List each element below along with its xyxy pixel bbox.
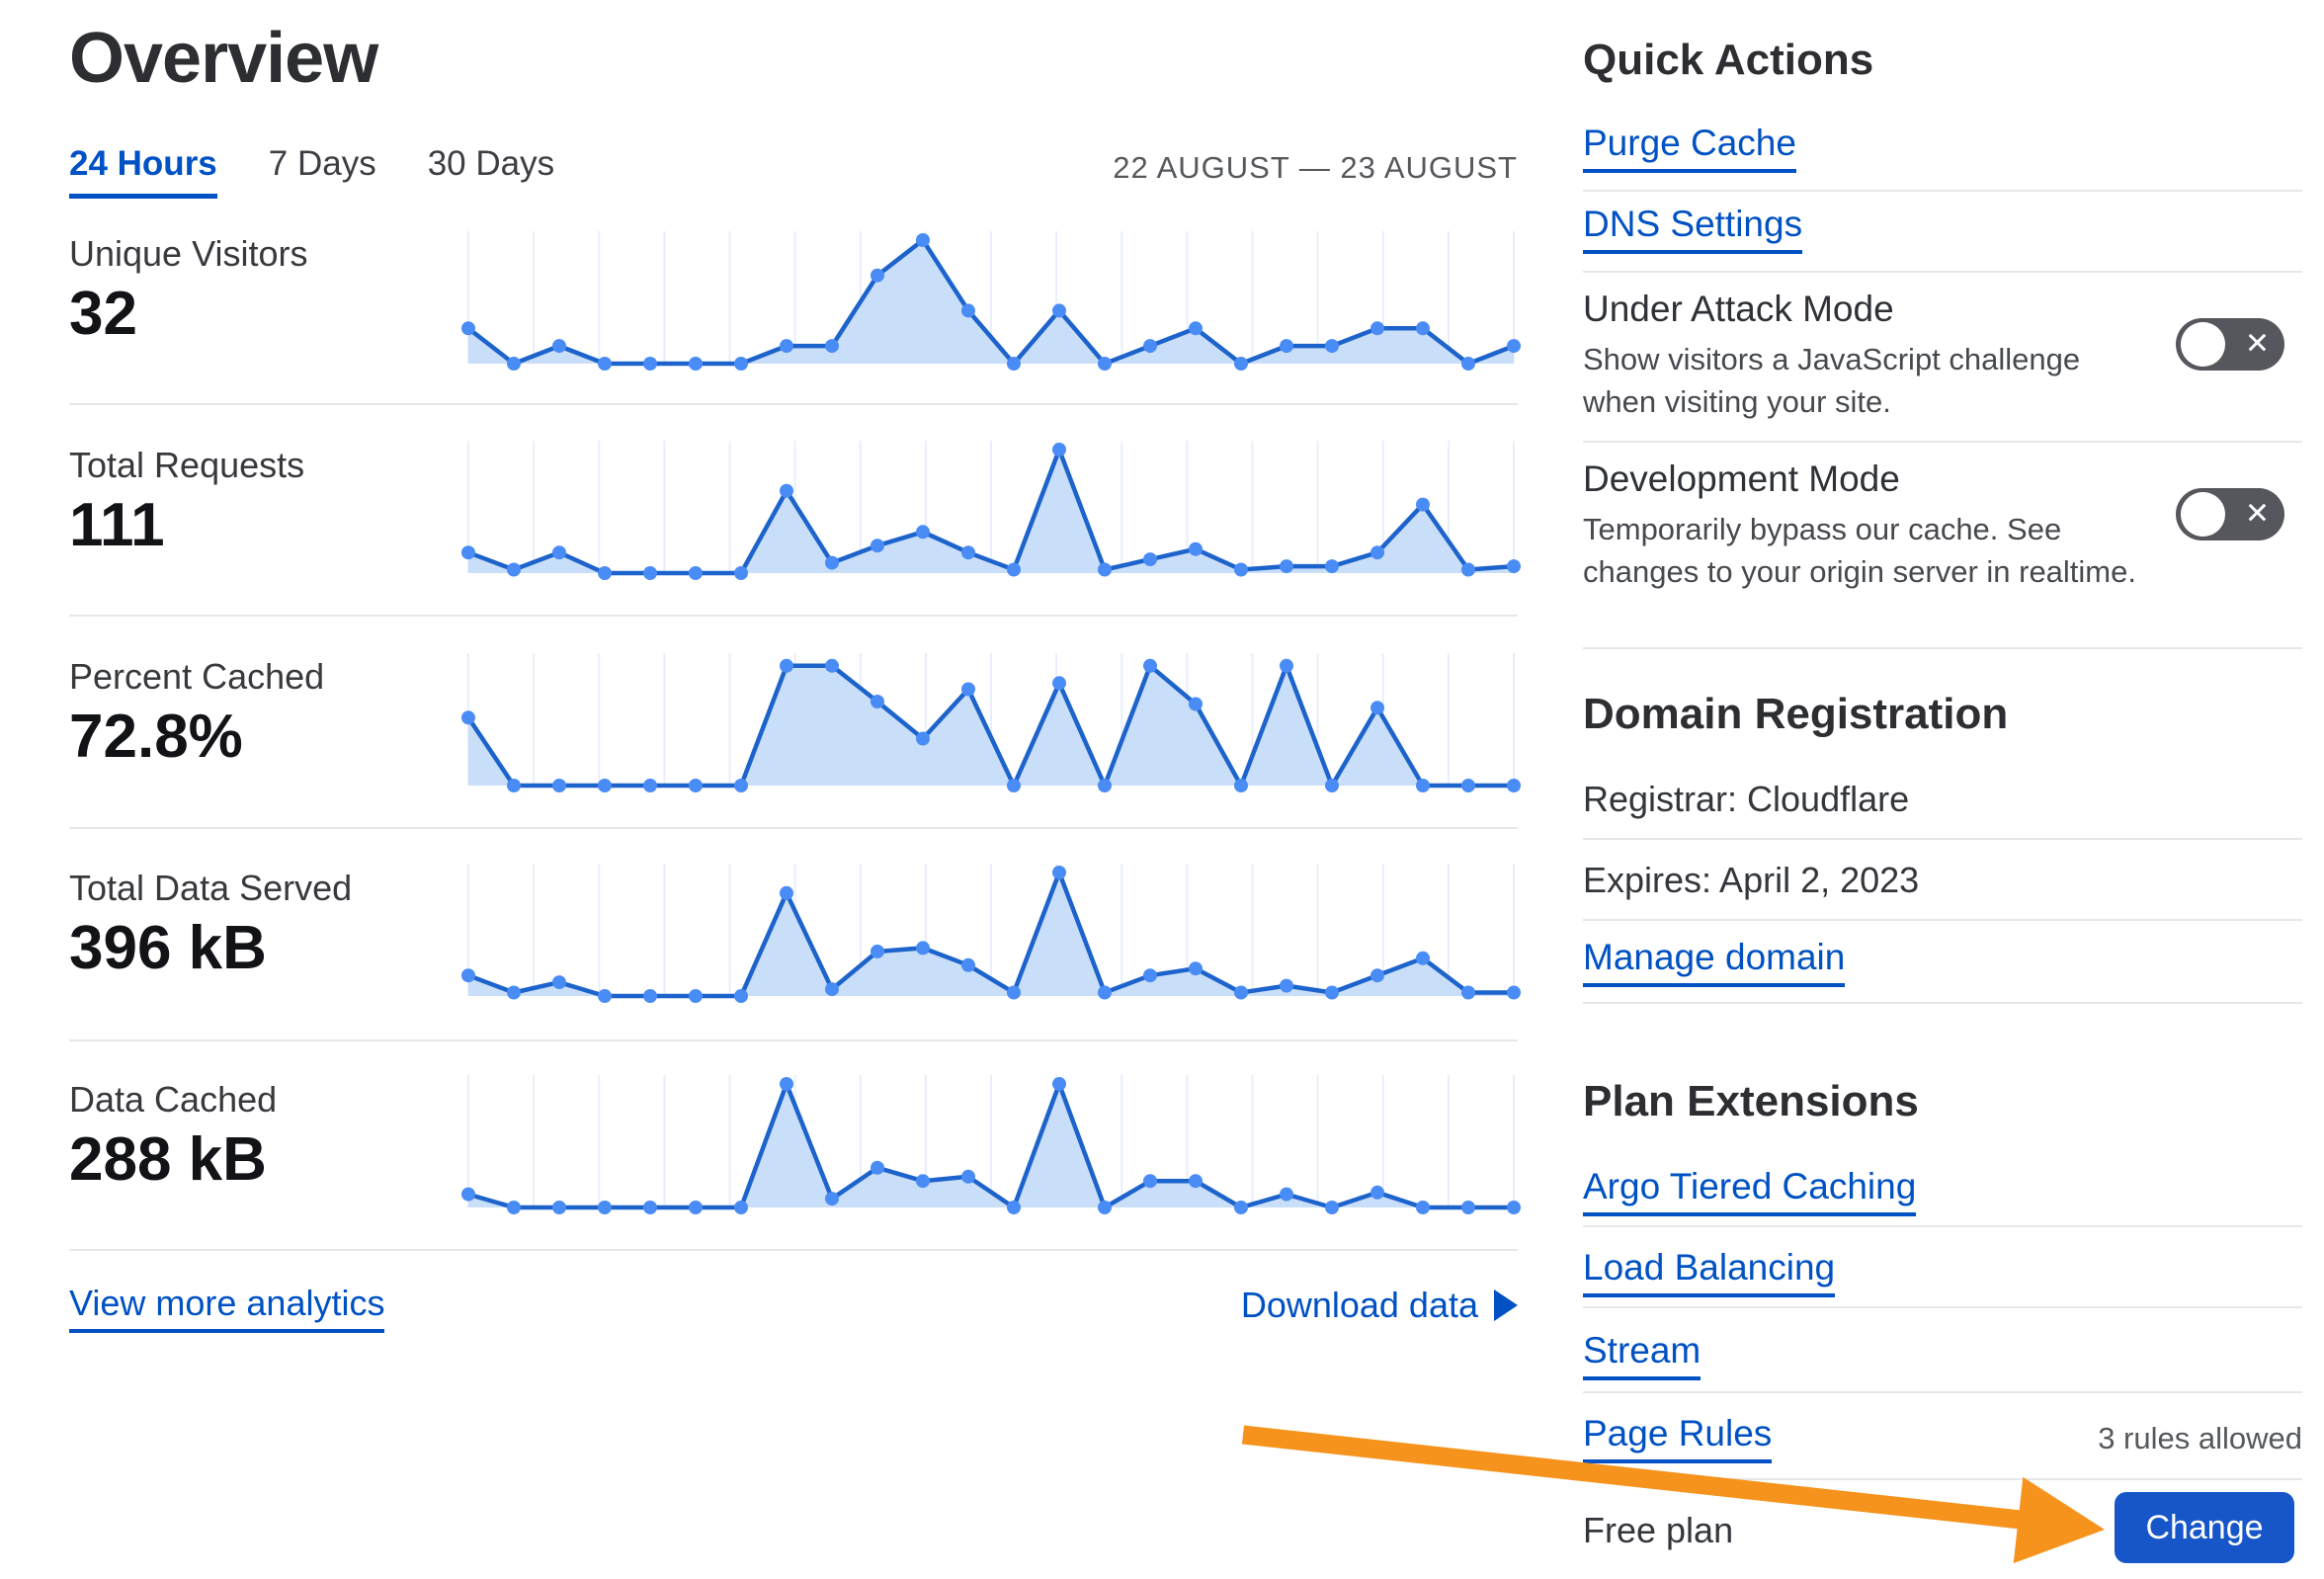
divider [1583, 1002, 2302, 1004]
argo-tiered-caching-link[interactable]: Argo Tiered Caching [1583, 1166, 1917, 1216]
metric-label-percent-cached: Percent Cached [69, 656, 325, 697]
quick-actions-heading: Quick Actions [1583, 36, 1874, 84]
metric-value-total-data-served: 396 kB [69, 914, 267, 982]
domain-registration-heading: Domain Registration [1583, 690, 2009, 738]
sparkline-total-requests [461, 441, 1521, 580]
sparkline-unique-visitors [461, 231, 1521, 371]
divider [1583, 190, 2302, 192]
load-balancing-link[interactable]: Load Balancing [1583, 1247, 1836, 1297]
divider [1583, 271, 2302, 273]
dns-settings-link[interactable]: DNS Settings [1583, 204, 1803, 254]
download-data-link[interactable]: Download data [1241, 1285, 1518, 1326]
tab-7-days[interactable]: 7 Days [268, 144, 376, 183]
tab-24-hours[interactable]: 24 Hours [69, 144, 217, 199]
divider [69, 1039, 1518, 1041]
divider [1583, 441, 2302, 443]
page-rules-link[interactable]: Page Rules [1583, 1413, 1773, 1463]
x-icon: ✕ [2244, 496, 2270, 530]
divider [69, 615, 1518, 617]
tab-30-days[interactable]: 30 Days [427, 144, 555, 183]
under-attack-mode-title: Under Attack Mode [1583, 289, 1894, 329]
toggle-knob [2181, 322, 2225, 367]
view-more-analytics-link[interactable]: View more analytics [69, 1283, 385, 1333]
under-attack-mode-toggle[interactable]: ✕ [2176, 318, 2284, 371]
development-mode-title: Development Mode [1583, 458, 1900, 499]
page-title: Overview [69, 19, 378, 98]
page-rules-allowance: 3 rules allowed [2098, 1421, 2302, 1455]
sparkline-total-data-served [461, 864, 1521, 1003]
divider [1583, 1391, 2302, 1393]
divider [1583, 1478, 2302, 1480]
divider [1583, 1306, 2302, 1308]
divider [1583, 1225, 2302, 1227]
toggle-knob [2181, 492, 2225, 537]
purge-cache-link[interactable]: Purge Cache [1583, 123, 1796, 173]
divider [69, 403, 1518, 405]
sparkline-data-cached [461, 1075, 1521, 1214]
metric-label-data-cached: Data Cached [69, 1079, 278, 1120]
divider [69, 827, 1518, 829]
time-range-tabs: 24 Hours 7 Days 30 Days [69, 144, 554, 199]
manage-domain-link[interactable]: Manage domain [1583, 937, 1846, 987]
change-plan-button[interactable]: Change [2115, 1492, 2294, 1563]
divider [1583, 647, 2302, 649]
date-range-label: 22 AUGUST — 23 AUGUST [1113, 150, 1518, 185]
metric-label-total-requests: Total Requests [69, 445, 305, 485]
sparkline-percent-cached [461, 653, 1521, 792]
divider [1583, 919, 2302, 921]
divider [1583, 838, 2302, 840]
plan-extensions-heading: Plan Extensions [1583, 1077, 1919, 1125]
development-mode-description: Temporarily bypass our cache. See change… [1583, 512, 2136, 589]
expires-value: Expires: April 2, 2023 [1583, 860, 1920, 900]
divider [69, 1249, 1518, 1251]
metric-value-percent-cached: 72.8% [69, 703, 243, 771]
development-mode-toggle[interactable]: ✕ [2176, 488, 2284, 540]
current-plan-label: Free plan [1583, 1510, 1734, 1550]
metric-label-total-data-served: Total Data Served [69, 868, 353, 908]
metric-value-data-cached: 288 kB [69, 1125, 267, 1194]
metric-value-total-requests: 111 [69, 491, 165, 559]
metric-value-unique-visitors: 32 [69, 280, 137, 348]
registrar-value: Registrar: Cloudflare [1583, 779, 1910, 819]
x-icon: ✕ [2244, 326, 2270, 360]
play-arrow-icon [1494, 1289, 1518, 1321]
pointer-arrow [1241, 1425, 2105, 1564]
metric-label-unique-visitors: Unique Visitors [69, 233, 308, 274]
under-attack-mode-description: Show visitors a JavaScript challenge whe… [1583, 342, 2081, 419]
stream-link[interactable]: Stream [1583, 1330, 1702, 1380]
